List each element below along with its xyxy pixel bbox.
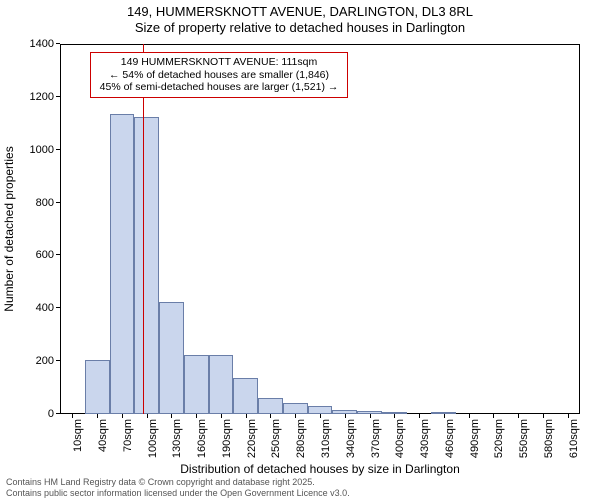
y-axis-ticks: 0200400600800100012001400 [0, 44, 60, 414]
x-tick-mark [518, 414, 519, 418]
x-tick-label: 490sqm [469, 419, 481, 458]
x-tick-mark [345, 414, 346, 418]
x-tick-mark [370, 414, 371, 418]
callout-box: 149 HUMMERSKNOTT AVENUE: 111sqm ← 54% of… [90, 52, 348, 98]
histogram-bar [134, 117, 159, 414]
histogram-bar [184, 355, 209, 414]
y-tick-label: 0 [48, 408, 54, 420]
x-axis-label: Distribution of detached houses by size … [60, 462, 580, 476]
callout-line-1: 149 HUMMERSKNOTT AVENUE: 111sqm [97, 56, 341, 69]
x-tick-label: 70sqm [122, 419, 134, 452]
x-tick-mark [568, 414, 569, 418]
x-tick-label: 610sqm [568, 419, 580, 458]
histogram-bar [258, 398, 283, 414]
x-tick-label: 160sqm [196, 419, 208, 458]
x-tick-label: 550sqm [518, 419, 530, 458]
y-tick-label: 600 [36, 249, 54, 261]
footer-line-1: Contains HM Land Registry data © Crown c… [6, 477, 350, 487]
property-marker-line [143, 44, 144, 414]
x-tick-mark [419, 414, 420, 418]
x-tick-label: 10sqm [72, 419, 84, 452]
x-tick-label: 370sqm [370, 419, 382, 458]
x-tick-label: 40sqm [97, 419, 109, 452]
y-tick-label: 800 [36, 197, 54, 209]
title-line-2: Size of property relative to detached ho… [0, 20, 600, 36]
x-tick-mark [72, 414, 73, 418]
x-tick-label: 580sqm [543, 419, 555, 458]
callout-line-3: 45% of semi-detached houses are larger (… [97, 81, 341, 94]
x-tick-label: 430sqm [419, 419, 431, 458]
y-tick-label: 1400 [30, 38, 54, 50]
y-tick-label: 1000 [30, 144, 54, 156]
y-tick-label: 1200 [30, 91, 54, 103]
x-tick-mark [469, 414, 470, 418]
x-tick-label: 100sqm [147, 419, 159, 458]
title-line-1: 149, HUMMERSKNOTT AVENUE, DARLINGTON, DL… [0, 4, 600, 20]
histogram-bar [209, 355, 234, 414]
footer-line-2: Contains public sector information licen… [6, 488, 350, 498]
x-tick-mark [543, 414, 544, 418]
x-tick-mark [221, 414, 222, 418]
histogram-bar [110, 114, 135, 414]
x-tick-mark [320, 414, 321, 418]
x-tick-label: 310sqm [320, 419, 332, 458]
y-tick-label: 400 [36, 302, 54, 314]
x-tick-mark [493, 414, 494, 418]
x-tick-mark [444, 414, 445, 418]
histogram-bar [308, 406, 333, 414]
x-tick-label: 340sqm [345, 419, 357, 458]
x-tick-mark [246, 414, 247, 418]
x-tick-mark [147, 414, 148, 418]
x-tick-label: 190sqm [221, 419, 233, 458]
x-tick-label: 130sqm [171, 419, 183, 458]
x-tick-mark [97, 414, 98, 418]
chart-container: 149, HUMMERSKNOTT AVENUE, DARLINGTON, DL… [0, 0, 600, 500]
histogram-bar [283, 403, 308, 414]
x-tick-label: 250sqm [270, 419, 282, 458]
histogram-bar [85, 360, 110, 414]
x-tick-mark [196, 414, 197, 418]
x-tick-label: 460sqm [444, 419, 456, 458]
histogram-bar [159, 302, 184, 414]
histogram-bar [233, 378, 258, 414]
x-tick-mark [171, 414, 172, 418]
x-tick-mark [122, 414, 123, 418]
x-tick-mark [295, 414, 296, 418]
x-tick-mark [394, 414, 395, 418]
bars-layer [60, 44, 580, 414]
y-tick-label: 200 [36, 355, 54, 367]
x-tick-label: 400sqm [394, 419, 406, 458]
x-tick-mark [270, 414, 271, 418]
x-tick-label: 220sqm [246, 419, 258, 458]
footer-attribution: Contains HM Land Registry data © Crown c… [6, 477, 350, 498]
plot-area [60, 44, 580, 414]
callout-line-2: ← 54% of detached houses are smaller (1,… [97, 69, 341, 82]
chart-title: 149, HUMMERSKNOTT AVENUE, DARLINGTON, DL… [0, 4, 600, 37]
x-tick-label: 520sqm [493, 419, 505, 458]
x-tick-label: 280sqm [295, 419, 307, 458]
